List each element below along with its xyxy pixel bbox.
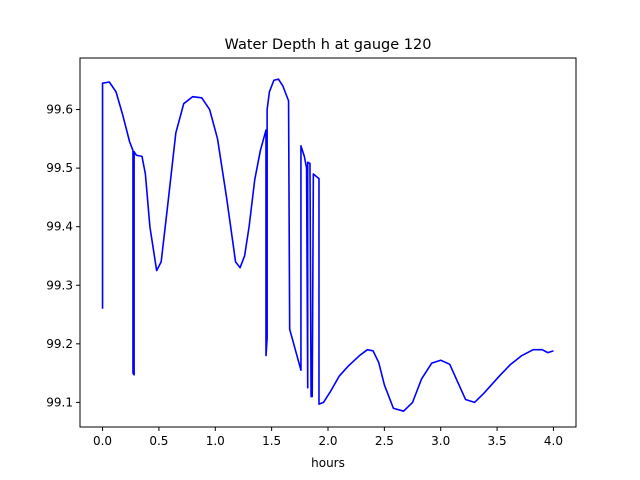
x-tick-label: 2.5 xyxy=(375,434,394,448)
y-tick-label: 99.1 xyxy=(46,395,73,409)
x-tick-label: 1.5 xyxy=(262,434,281,448)
x-axis-label: hours xyxy=(311,456,345,470)
plot-area xyxy=(101,78,554,412)
y-tick-label: 99.4 xyxy=(46,220,73,234)
y-tick-label: 99.5 xyxy=(46,161,73,175)
series-line xyxy=(101,78,554,412)
x-tick-label: 1.0 xyxy=(206,434,225,448)
y-tick-label: 99.6 xyxy=(46,103,73,117)
chart-title: Water Depth h at gauge 120 xyxy=(225,37,432,53)
x-tick-label: 0.5 xyxy=(149,434,168,448)
y-tick-label: 99.2 xyxy=(46,337,73,351)
x-tick-label: 0.0 xyxy=(93,434,112,448)
x-tick-label: 3.5 xyxy=(488,434,507,448)
x-axis: 0.0 0.5 1.0 1.5 2.0 2.5 3.0 3.5 4.0 xyxy=(93,427,563,448)
y-axis: 99.1 99.2 99.3 99.4 99.5 99.6 xyxy=(46,103,80,409)
x-tick-label: 4.0 xyxy=(544,434,563,448)
x-tick-label: 3.0 xyxy=(431,434,450,448)
x-tick-label: 2.0 xyxy=(318,434,337,448)
y-tick-label: 99.3 xyxy=(46,278,73,292)
